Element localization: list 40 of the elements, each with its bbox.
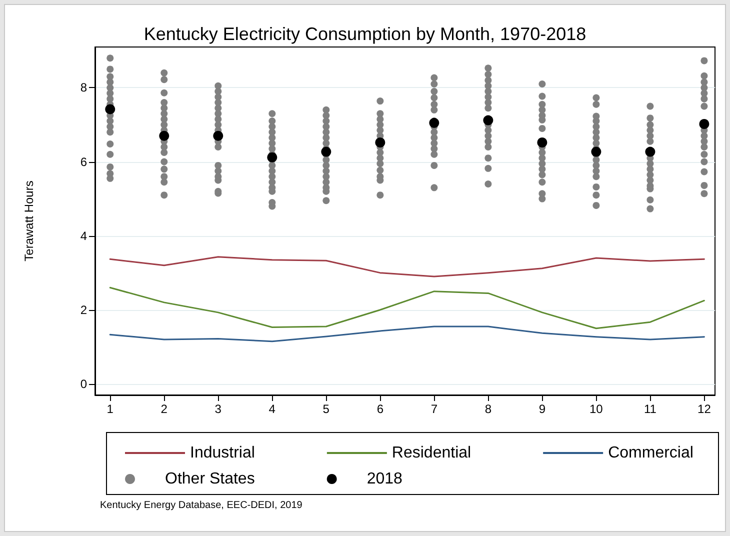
legend-label: Other States xyxy=(165,470,255,488)
text: Kentucky Energy Database, EEC-DEDI, 2019 xyxy=(100,500,302,511)
point xyxy=(213,130,224,141)
x-tick-label: 4 xyxy=(268,402,276,416)
y-tick-label: 8 xyxy=(80,80,88,95)
x-tick-label: 9 xyxy=(538,402,546,416)
x-tick-label: 12 xyxy=(698,402,712,416)
legend-label: 2018 xyxy=(366,470,403,488)
x-tick-label: 2 xyxy=(160,402,168,416)
point xyxy=(699,119,710,129)
x-tick-label: 6 xyxy=(376,402,384,416)
x-tick-label: 7 xyxy=(430,402,438,416)
legend-label: Residential xyxy=(392,444,472,462)
point xyxy=(429,118,440,128)
x-tick-label: 3 xyxy=(214,402,222,416)
x-tick-label: 8 xyxy=(484,402,492,416)
y-tick-label: 6 xyxy=(80,154,88,169)
y-tick-label: 0 xyxy=(80,376,88,391)
x-tick-label: 11 xyxy=(644,402,657,416)
x-tick-label: 10 xyxy=(590,402,604,416)
x-tick-label: 1 xyxy=(106,402,114,416)
point xyxy=(537,138,548,148)
chart-title: Kentucky Electricity Consumption by Month, 1970-2018 xyxy=(144,24,586,44)
legend-label: Commercial xyxy=(608,444,694,462)
point xyxy=(591,146,602,157)
point xyxy=(321,146,332,157)
line-series xyxy=(109,256,705,278)
y-tick-label: 4 xyxy=(80,228,88,243)
point xyxy=(105,104,116,114)
point xyxy=(375,138,386,148)
y-tick-label: 2 xyxy=(80,302,88,317)
point xyxy=(159,130,170,141)
x-tick-label: 5 xyxy=(322,402,330,416)
line-series xyxy=(109,286,705,330)
point xyxy=(645,146,656,157)
line-series xyxy=(109,326,705,342)
legend-label: Industrial xyxy=(190,444,255,462)
y-axis-title: Terawatt Hours xyxy=(22,180,36,262)
point xyxy=(267,152,278,162)
point xyxy=(483,115,494,126)
